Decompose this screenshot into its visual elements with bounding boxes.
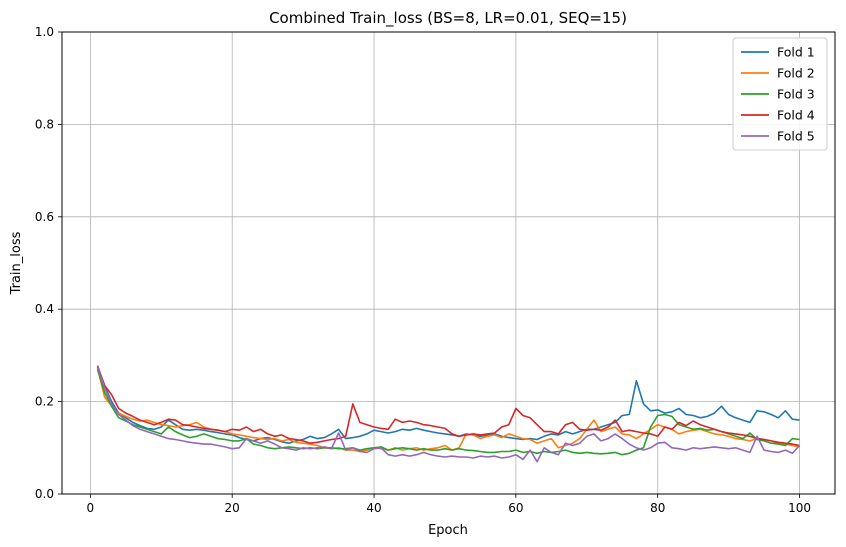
y-tick-label: 0.8 (35, 117, 54, 131)
legend-entry-label: Fold 1 (777, 45, 815, 60)
grid-lines (62, 31, 835, 495)
legend-entry-label: Fold 5 (777, 129, 815, 144)
series-line-fold-1 (96, 366, 800, 445)
x-axis-label: Epoch (428, 523, 468, 538)
y-tick-label: 1.0 (35, 25, 54, 39)
x-tick-label: 0 (87, 501, 95, 515)
y-axis-ticks: 0.0 0.2 0.4 0.6 0.8 1.0 (35, 25, 62, 501)
series-line-fold-4 (96, 365, 800, 447)
chart-title: Combined Train_loss (BS=8, LR=0.01, SEQ=… (269, 9, 627, 28)
x-axis-ticks: 0 20 40 60 80 100 (87, 494, 811, 515)
y-tick-label: 0.2 (35, 395, 54, 409)
x-tick-label: 60 (508, 501, 523, 515)
legend-box (732, 37, 828, 151)
x-tick-label: 100 (788, 501, 811, 515)
legend: Fold 1 Fold 2 Fold 3 Fold 4 Fold 5 (732, 37, 828, 151)
legend-entry-label: Fold 4 (777, 108, 815, 123)
plot-area-frame (61, 31, 836, 495)
y-tick-label: 0.4 (35, 302, 54, 316)
x-tick-label: 20 (225, 501, 240, 515)
y-tick-label: 0.0 (35, 487, 54, 501)
series-line-fold-5 (96, 366, 801, 463)
series-line-fold-3 (96, 369, 800, 456)
legend-entry-label: Fold 3 (777, 87, 815, 102)
y-axis-label: Train_loss (9, 231, 24, 295)
legend-entry-label: Fold 2 (777, 66, 815, 81)
x-tick-label: 40 (366, 501, 381, 515)
series-lines (96, 365, 801, 463)
series-line-fold-2 (96, 368, 800, 453)
y-tick-label: 0.6 (35, 210, 54, 224)
x-tick-label: 80 (650, 501, 665, 515)
